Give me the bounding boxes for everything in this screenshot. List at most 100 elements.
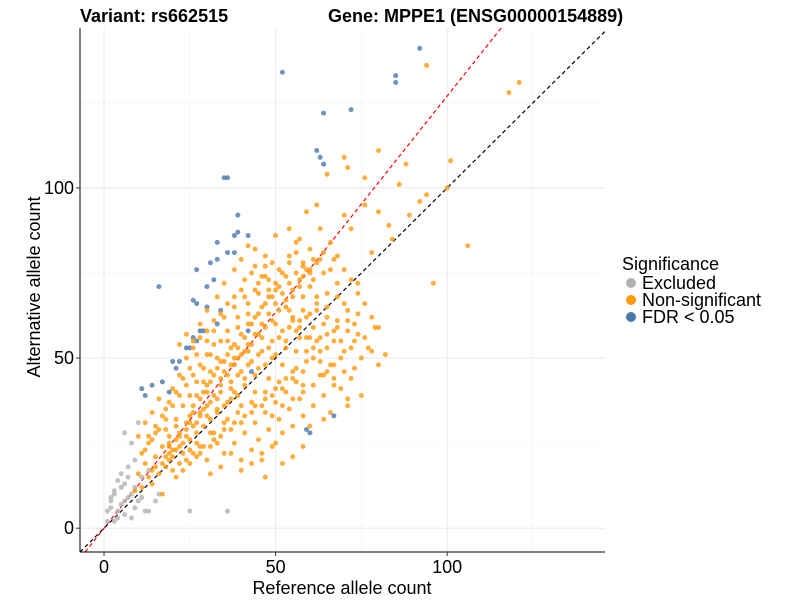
point-fdr-0-05 — [183, 345, 189, 351]
point-non-significant — [297, 335, 303, 341]
point-non-significant — [190, 423, 196, 429]
chart-title-variant: Variant: rs662515 — [80, 6, 228, 26]
point-non-significant — [245, 311, 251, 317]
point-non-significant — [345, 318, 351, 324]
point-non-significant — [310, 256, 316, 262]
point-non-significant — [156, 471, 162, 477]
point-excluded — [132, 505, 138, 511]
point-non-significant — [293, 365, 299, 371]
point-non-significant — [297, 236, 303, 242]
point-non-significant — [293, 379, 299, 385]
point-non-significant — [207, 352, 213, 358]
point-non-significant — [245, 301, 251, 307]
point-fdr-0-05 — [235, 212, 241, 218]
point-non-significant — [317, 226, 323, 232]
point-non-significant — [173, 447, 179, 453]
point-non-significant — [279, 386, 285, 392]
point-non-significant — [345, 403, 351, 409]
point-non-significant — [152, 423, 158, 429]
point-non-significant — [231, 294, 237, 300]
point-non-significant — [173, 389, 179, 395]
point-non-significant — [348, 345, 354, 351]
point-non-significant — [228, 450, 234, 456]
point-non-significant — [262, 474, 268, 480]
point-non-significant — [177, 341, 183, 347]
point-fdr-0-05 — [321, 110, 327, 116]
point-non-significant — [348, 277, 354, 283]
point-non-significant — [269, 318, 275, 324]
point-non-significant — [249, 321, 255, 327]
point-non-significant — [204, 382, 210, 388]
point-non-significant — [211, 392, 217, 398]
point-excluded — [104, 508, 110, 514]
point-non-significant — [242, 413, 248, 419]
point-excluded — [122, 498, 128, 504]
point-non-significant — [297, 277, 303, 283]
point-non-significant — [238, 287, 244, 293]
point-non-significant — [194, 454, 200, 460]
point-non-significant — [331, 328, 337, 334]
point-non-significant — [249, 447, 255, 453]
point-non-significant — [290, 294, 296, 300]
point-non-significant — [177, 461, 183, 467]
point-non-significant — [324, 290, 330, 296]
point-non-significant — [262, 263, 268, 269]
point-non-significant — [345, 328, 351, 334]
point-non-significant — [201, 365, 207, 371]
point-excluded — [104, 518, 110, 524]
point-fdr-0-05 — [197, 328, 203, 334]
legend-swatch-fdr — [626, 312, 636, 322]
point-fdr-0-05 — [149, 382, 155, 388]
point-non-significant — [262, 396, 268, 402]
point-non-significant — [389, 236, 395, 242]
point-non-significant — [207, 399, 213, 405]
point-fdr-0-05 — [303, 427, 309, 433]
point-non-significant — [314, 301, 320, 307]
point-excluded — [135, 498, 141, 504]
point-non-significant — [300, 273, 306, 279]
point-non-significant — [231, 389, 237, 395]
point-non-significant — [142, 447, 148, 453]
point-non-significant — [183, 457, 189, 463]
point-non-significant — [235, 324, 241, 330]
point-non-significant — [245, 362, 251, 368]
point-non-significant — [228, 396, 234, 402]
point-non-significant — [194, 392, 200, 398]
point-non-significant — [266, 287, 272, 293]
point-non-significant — [166, 444, 172, 450]
point-non-significant — [310, 403, 316, 409]
tick-labels: 0 50 100 0 50 100 — [44, 178, 462, 577]
point-non-significant — [259, 450, 265, 456]
point-non-significant — [283, 338, 289, 344]
point-non-significant — [221, 420, 227, 426]
point-non-significant — [187, 420, 193, 426]
point-non-significant — [201, 423, 207, 429]
point-non-significant — [146, 433, 152, 439]
point-non-significant — [211, 372, 217, 378]
point-non-significant — [231, 304, 237, 310]
point-non-significant — [273, 301, 279, 307]
point-non-significant — [231, 440, 237, 446]
point-non-significant — [334, 318, 340, 324]
point-excluded — [225, 508, 231, 514]
point-fdr-0-05 — [279, 69, 285, 75]
point-non-significant — [293, 328, 299, 334]
point-non-significant — [187, 413, 193, 419]
point-non-significant — [152, 454, 158, 460]
point-fdr-0-05 — [307, 430, 313, 436]
point-non-significant — [245, 321, 251, 327]
point-excluded — [125, 474, 131, 480]
point-non-significant — [259, 304, 265, 310]
point-non-significant — [276, 307, 282, 313]
point-non-significant — [204, 328, 210, 334]
point-non-significant — [286, 253, 292, 259]
point-non-significant — [159, 461, 165, 467]
point-non-significant — [355, 280, 361, 286]
point-non-significant — [197, 444, 203, 450]
x-tick-label: 50 — [266, 557, 286, 577]
point-non-significant — [242, 335, 248, 341]
point-non-significant — [355, 331, 361, 337]
point-fdr-0-05 — [231, 233, 237, 239]
point-non-significant — [211, 437, 217, 443]
point-non-significant — [228, 345, 234, 351]
